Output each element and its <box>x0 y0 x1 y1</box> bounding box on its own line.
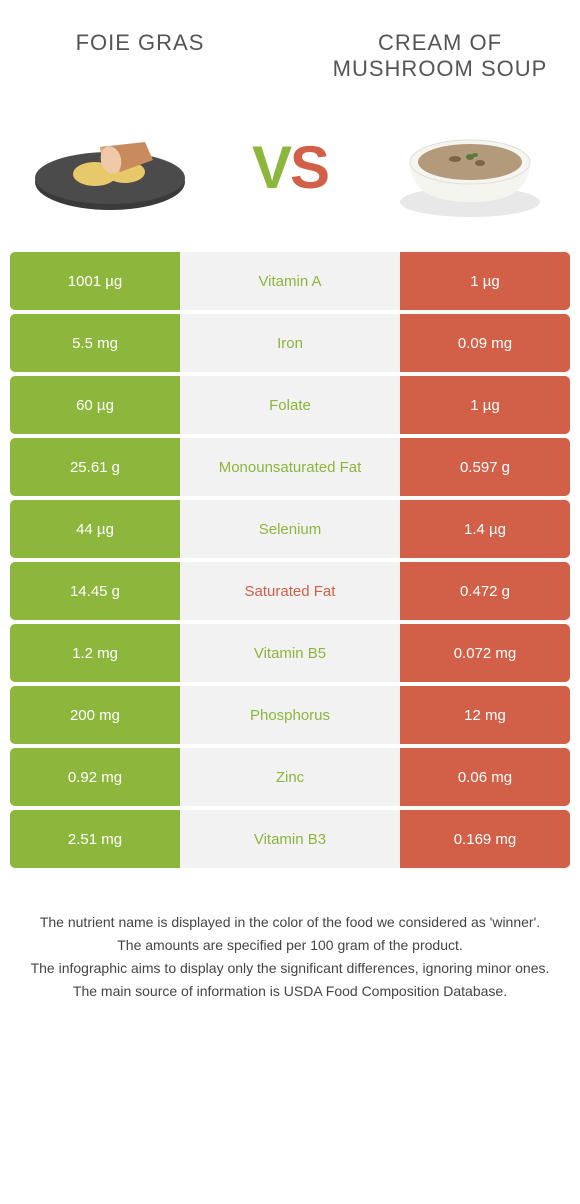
food-image-left <box>20 102 200 232</box>
nutrient-name: Vitamin A <box>180 252 400 310</box>
comparison-table: 1001 µgVitamin A1 µg5.5 mgIron0.09 mg60 … <box>0 252 580 868</box>
table-row: 1.2 mgVitamin B50.072 mg <box>10 624 570 682</box>
value-right: 0.169 mg <box>400 810 570 868</box>
value-left: 25.61 g <box>10 438 180 496</box>
nutrient-name: Vitamin B3 <box>180 810 400 868</box>
header: Foie gras Cream of mushroom soup <box>0 0 580 92</box>
images-row: VS <box>0 92 580 252</box>
table-row: 200 mgPhosphorus12 mg <box>10 686 570 744</box>
table-row: 2.51 mgVitamin B30.169 mg <box>10 810 570 868</box>
footnote-line: The nutrient name is displayed in the co… <box>25 912 555 933</box>
nutrient-name: Vitamin B5 <box>180 624 400 682</box>
value-left: 14.45 g <box>10 562 180 620</box>
value-left: 60 µg <box>10 376 180 434</box>
value-right: 0.072 mg <box>400 624 570 682</box>
value-left: 2.51 mg <box>10 810 180 868</box>
table-row: 14.45 gSaturated Fat0.472 g <box>10 562 570 620</box>
table-row: 5.5 mgIron0.09 mg <box>10 314 570 372</box>
nutrient-name: Iron <box>180 314 400 372</box>
table-row: 44 µgSelenium1.4 µg <box>10 500 570 558</box>
nutrient-name: Monounsaturated Fat <box>180 438 400 496</box>
value-right: 0.06 mg <box>400 748 570 806</box>
value-right: 1.4 µg <box>400 500 570 558</box>
value-left: 1001 µg <box>10 252 180 310</box>
food-image-right <box>380 102 560 232</box>
table-row: 0.92 mgZinc0.06 mg <box>10 748 570 806</box>
footnotes: The nutrient name is displayed in the co… <box>0 872 580 1024</box>
value-right: 0.472 g <box>400 562 570 620</box>
footnote-line: The main source of information is USDA F… <box>25 981 555 1002</box>
nutrient-name: Zinc <box>180 748 400 806</box>
vs-label: VS <box>252 133 328 202</box>
table-row: 1001 µgVitamin A1 µg <box>10 252 570 310</box>
value-right: 0.09 mg <box>400 314 570 372</box>
value-left: 200 mg <box>10 686 180 744</box>
value-right: 12 mg <box>400 686 570 744</box>
value-left: 44 µg <box>10 500 180 558</box>
footnote-line: The amounts are specified per 100 gram o… <box>25 935 555 956</box>
food-title-right: Cream of mushroom soup <box>330 30 550 82</box>
food-title-left: Foie gras <box>30 30 250 56</box>
nutrient-name: Selenium <box>180 500 400 558</box>
nutrient-name: Phosphorus <box>180 686 400 744</box>
vs-v: V <box>252 134 290 201</box>
value-right: 1 µg <box>400 252 570 310</box>
value-left: 0.92 mg <box>10 748 180 806</box>
vs-s: S <box>290 134 328 201</box>
footnote-line: The infographic aims to display only the… <box>25 958 555 979</box>
table-row: 60 µgFolate1 µg <box>10 376 570 434</box>
nutrient-name: Saturated Fat <box>180 562 400 620</box>
value-left: 1.2 mg <box>10 624 180 682</box>
nutrient-name: Folate <box>180 376 400 434</box>
value-right: 0.597 g <box>400 438 570 496</box>
value-right: 1 µg <box>400 376 570 434</box>
table-row: 25.61 gMonounsaturated Fat0.597 g <box>10 438 570 496</box>
value-left: 5.5 mg <box>10 314 180 372</box>
